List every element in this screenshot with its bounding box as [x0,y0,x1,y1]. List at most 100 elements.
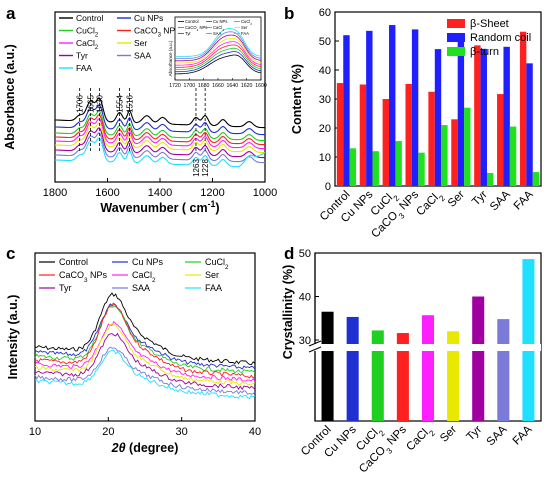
panel-a-peak-label: 1554 [116,95,125,113]
panel-b-bar-random-coil [366,30,373,186]
panel-a-inset-legend-label: Ser [241,25,248,30]
panel-b-legend-label: β-Sheet [470,18,509,30]
panel-b-bar-random-coil [434,49,442,187]
panel-b-bar-beta-sheet [519,31,527,186]
panel-b-bar-beta-turn [418,152,425,186]
panel-d-category-label: Tyr [465,424,485,444]
panel-d-bar-cu-nps [346,316,359,421]
panel-c-pattern-control [34,292,256,366]
panel-a-inset-curve [175,41,262,66]
panel-a-inset-curve [175,44,262,68]
panel-b-bar-random-coil [480,48,487,186]
panel-a-inset-xtick-label: 1700 [184,83,196,89]
panel-c-xlabel: 2θ (degree) [111,441,179,455]
panel-c-legend-label: Ser [205,270,219,280]
panel-a-peak-label: 1706 [76,95,85,113]
panel-b-bar-random-coil [343,35,350,187]
panel-a-peak-label: 1516 [126,95,135,113]
panel-b-letter: b [284,4,294,23]
panel-c-pattern-caco3-nps [34,302,256,379]
panel-c-xrd-patterns: c 10 20 30 40 2θ (degree) Intensity (a.u.) Cont… [6,244,261,455]
panel-a-inset-ylabel: Absorbance (a.u.) [168,40,173,76]
panel-c-ylabel: Intensity (a.u.) [6,295,20,380]
panel-b-bar-beta-sheet [474,45,481,186]
panel-b-category-label: FAA [512,188,536,212]
panel-a-inset-curve [175,34,262,62]
panel-c-pattern-saa [34,346,256,395]
panel-b-category-label: Tyr [470,189,490,209]
panel-a-inset-legend-label: Cu NPs [213,19,227,24]
panel-c-legend-label: Control [59,257,88,267]
panel-c-xtick-label: 30 [176,426,188,438]
panel-a-peak-label: 1263 [192,159,201,177]
panel-b-bar-random-coil [526,63,533,186]
panel-b-ytick-label: 30 [319,94,331,106]
panel-c-legend-label: SAA [132,283,150,293]
panel-b-bar-random-coil [457,39,465,186]
panel-b-legend-label: β-turn [470,46,499,58]
panel-d-category-label: FAA [511,423,535,447]
panel-b-bar-beta-turn [509,126,517,186]
panel-c-pattern-cucl2 [34,306,256,374]
panel-d-ytick-label: 30 [299,335,311,347]
panel-a-xtick-label: 1800 [43,187,67,199]
panel-a-inset-xtick-label: 1640 [227,83,239,89]
panel-b-legend-swatch [447,33,465,42]
panel-a-xtick-label: 1200 [200,187,224,199]
panel-c-legend-label: CaCO3 NPs [59,270,108,284]
panel-a-inset-curve [174,47,262,70]
panel-a-spectrum-caco3-nps [55,114,266,146]
panel-b-legend-swatch [447,19,465,28]
panel-c-pattern-cacl2 [34,320,256,382]
panel-c-letter: c [6,244,15,263]
panel-a-letter: a [6,4,16,23]
panel-d-ylabel: Crystallinity (%) [281,265,295,359]
panel-d-bar-cacl2 [421,315,435,421]
panel-b-bar-beta-sheet [405,83,412,186]
panel-a-inset-curve [175,37,262,64]
panel-d-bar-faa [522,259,535,421]
panel-a-legend-label: Cu NPs [134,13,163,23]
panel-d-bar-cucl2 [371,330,384,421]
panel-a-peak-label: 1665 [86,95,95,113]
panel-b-ytick-label: 0 [325,181,331,193]
panel-a-peak-label: 1630 [96,95,105,113]
panel-c-frame [34,252,256,422]
panel-a-spectrum-tyr [55,127,266,159]
panel-a-xlabel: Wavenumber ( cm-1) [100,199,219,215]
panel-a-inset-legend-label: Control [185,19,199,24]
panel-b-bar-beta-sheet [359,84,367,186]
panel-d-bar-control [321,311,334,421]
panel-a-inset-xtick-label: 1620 [241,83,253,89]
panel-a-inset-legend-label: SAA [213,31,222,36]
panel-a-inset-curve [175,28,262,57]
panel-c-xtick-label: 20 [102,426,114,438]
panel-a-legend-label: SAA [134,51,151,61]
panel-b-bar-beta-turn [441,125,448,186]
panel-b-category-label: Ser [446,189,467,210]
panel-a-xtick-label: 1000 [253,187,277,199]
panel-a-inset-frame [174,16,262,81]
panel-a-spectrum-saa [55,132,266,164]
panel-a-inset-legend-label: CaCl2 [213,25,224,32]
panel-a-legend-label: Tyr [76,51,88,61]
panel-a-inset-xtick-label: 1600 [255,83,267,89]
panel-c-legend-label: Cu NPs [132,257,164,267]
panel-a-inset-xtick-label: 1660 [212,83,224,89]
panel-d-bar-tyr [472,296,485,421]
panel-d-axis-break-gap [309,344,541,351]
panel-a-legend-label: Control [76,13,104,23]
panel-b-bar-beta-turn [395,141,402,186]
panel-a-inset-curve [175,31,262,59]
panel-b-bar-beta-turn [372,151,379,186]
panel-c-xtick-label: 40 [249,426,261,438]
panel-b-ytick-label: 60 [319,7,331,19]
panel-c-legend-label: CuCl2 [205,257,229,271]
panel-d-bar-caco3-nps [396,333,409,421]
panel-d-ytick-label: 50 [299,248,311,260]
panel-c-legend-label: CaCl2 [132,270,156,284]
panel-a-spectrum-cucl2 [55,110,266,142]
panel-b-ytick-label: 20 [319,123,331,135]
